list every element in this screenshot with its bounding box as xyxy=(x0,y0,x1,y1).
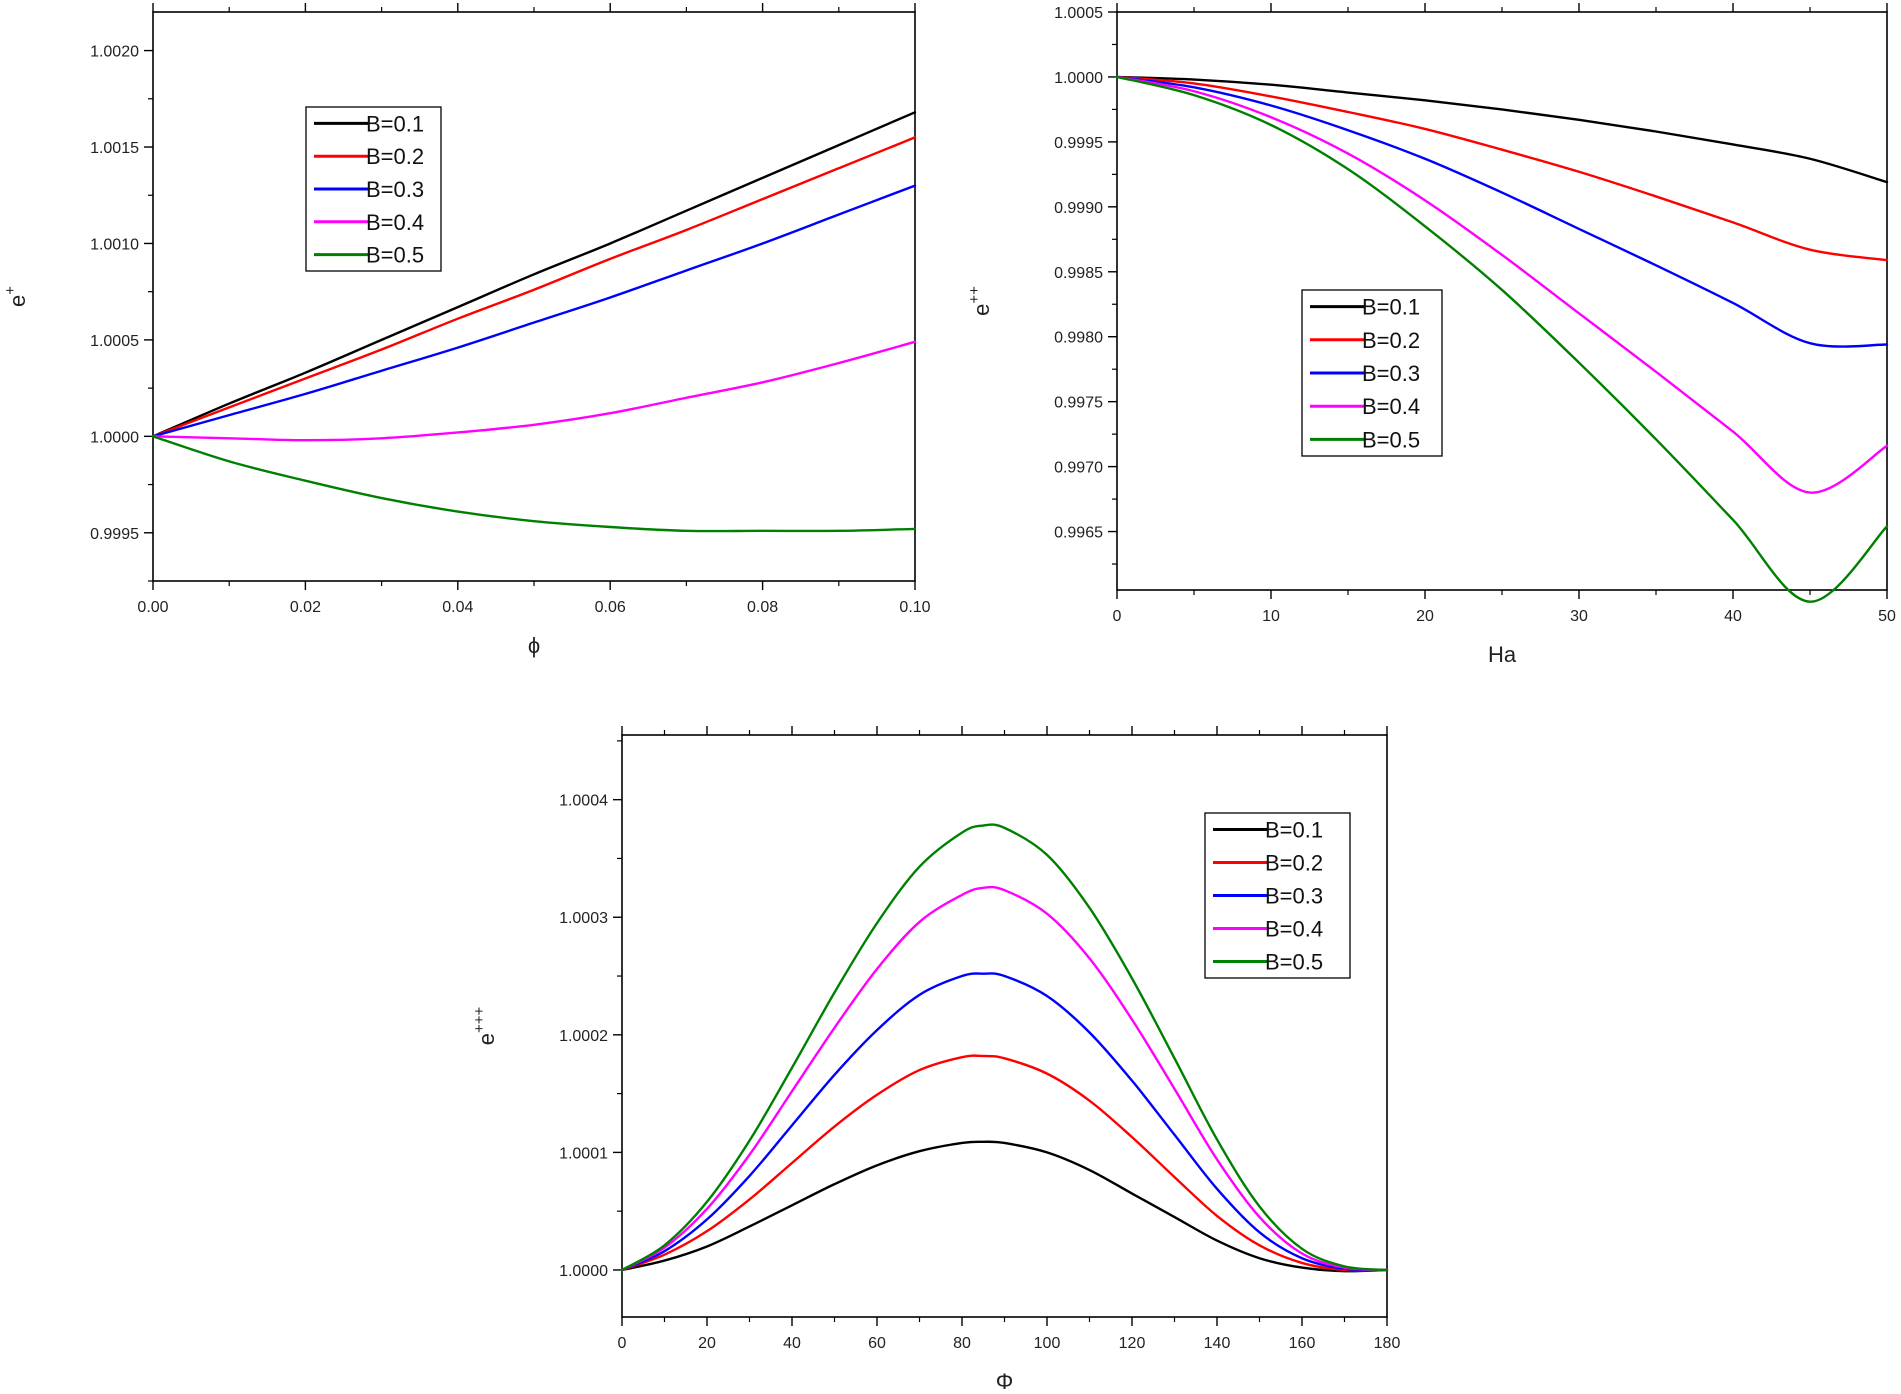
x-axis-label: ϕ xyxy=(528,633,540,658)
series-line-1 xyxy=(1115,75,1889,184)
legend: B=0.1 B=0.2 B=0.3 B=0.4 B=0.5 xyxy=(1204,812,1351,979)
x-axis-label: Ha xyxy=(1488,642,1517,667)
series-line-5 xyxy=(1115,75,1889,603)
x-tick-label: 80 xyxy=(953,1335,971,1352)
x-tick-label: 0.02 xyxy=(290,599,321,616)
x-tick-label: 40 xyxy=(1724,608,1742,625)
chart-panel-1: 0.00 0.02 0.04 0.06 0.08 0.10 0.9995 1.0000 1.00… xyxy=(2,3,931,658)
legend: B=0.1 B=0.2 B=0.3 B=0.4 B=0.5 xyxy=(305,106,442,272)
x-tick-label: 120 xyxy=(1119,1335,1146,1352)
x-tick-label: 10 xyxy=(1262,608,1280,625)
legend-entry-label: B=0.4 xyxy=(1265,917,1323,942)
series-line-4 xyxy=(1115,75,1889,494)
y-tick-label: 0.9965 xyxy=(1054,525,1103,542)
legend-entry-label: B=0.1 xyxy=(1362,295,1420,320)
legend-entry-label: B=0.4 xyxy=(366,210,424,235)
series-line-3 xyxy=(151,184,917,438)
y-tick-label: 1.0015 xyxy=(90,140,139,157)
legend-entry-label: B=0.3 xyxy=(1362,361,1420,386)
series-line-3 xyxy=(1115,75,1889,348)
series-line-3 xyxy=(620,972,1389,1272)
legend-entry-label: B=0.2 xyxy=(1265,851,1323,876)
y-tick-label: 0.9995 xyxy=(90,526,139,543)
y-tick-label: 1.0000 xyxy=(559,1263,608,1280)
series-line-2 xyxy=(620,1054,1389,1272)
series-line-2 xyxy=(151,136,917,438)
legend-entry-label: B=0.5 xyxy=(1362,427,1420,452)
y-axis-label-superscript: +++ xyxy=(471,1006,488,1033)
x-tick-label: 0 xyxy=(618,1335,627,1352)
y-tick-label: 1.0002 xyxy=(559,1028,608,1045)
x-tick-label: 180 xyxy=(1374,1335,1401,1352)
x-tick-label: 30 xyxy=(1570,608,1588,625)
y-tick-label: 1.0005 xyxy=(90,333,139,350)
series-line-4 xyxy=(620,885,1389,1272)
legend-entry-label: B=0.1 xyxy=(366,111,424,136)
y-tick-label: 0.9980 xyxy=(1054,330,1103,347)
y-tick-label: 0.9985 xyxy=(1054,265,1103,282)
y-axis-label-superscript: ++ xyxy=(966,286,983,304)
x-tick-label: 0 xyxy=(1113,608,1122,625)
legend: B=0.1 B=0.2 B=0.3 B=0.4 B=0.5 xyxy=(1301,289,1443,457)
y-tick-label: 1.0010 xyxy=(90,236,139,253)
chart-panels: 0.00 0.02 0.04 0.06 0.08 0.10 0.9995 1.0000 1.00… xyxy=(2,3,1896,1394)
legend-entry-label: B=0.5 xyxy=(1265,950,1323,975)
series-line-2 xyxy=(1115,75,1889,262)
x-tick-label: 50 xyxy=(1878,608,1896,625)
legend-entry-label: B=0.1 xyxy=(1265,818,1323,843)
series-line-5 xyxy=(620,823,1389,1272)
series-line-1 xyxy=(151,111,917,438)
x-tick-label: 0.00 xyxy=(137,599,168,616)
series-line-5 xyxy=(151,435,917,533)
y-tick-label: 1.0000 xyxy=(90,429,139,446)
x-tick-label: 20 xyxy=(1416,608,1434,625)
legend-entry-label: B=0.2 xyxy=(366,144,424,169)
x-tick-label: 60 xyxy=(868,1335,886,1352)
y-tick-label: 0.9995 xyxy=(1054,135,1103,152)
y-tick-label: 1.0020 xyxy=(90,44,139,61)
x-tick-label: 140 xyxy=(1204,1335,1231,1352)
y-tick-label: 0.9975 xyxy=(1054,395,1103,412)
legend-entry-label: B=0.3 xyxy=(366,177,424,202)
chart-panel-3: 0 20 40 60 80 100 120 140 160 180 1.0000 1.0001 1.00… xyxy=(471,726,1400,1394)
chart-panel-2: 0 10 20 30 40 50 0.9965 0.9970 0.9975 0.9980 0.998… xyxy=(966,3,1896,667)
y-tick-label: 1.0004 xyxy=(559,793,608,810)
y-tick-label: 0.9970 xyxy=(1054,460,1103,477)
x-tick-label: 160 xyxy=(1289,1335,1316,1352)
series-line-1 xyxy=(620,1140,1389,1273)
x-tick-label: 100 xyxy=(1034,1335,1061,1352)
series-line-4 xyxy=(151,340,917,442)
y-axis-label-superscript: + xyxy=(2,286,19,295)
x-tick-label: 0.04 xyxy=(442,599,473,616)
legend-entry-label: B=0.2 xyxy=(1362,328,1420,353)
x-axis-label: Φ xyxy=(996,1369,1014,1394)
x-tick-label: 0.10 xyxy=(899,599,930,616)
y-tick-label: 0.9990 xyxy=(1054,200,1103,217)
y-tick-label: 1.0003 xyxy=(559,910,608,927)
y-tick-label: 1.0005 xyxy=(1054,5,1103,22)
x-tick-label: 20 xyxy=(698,1335,716,1352)
y-tick-label: 1.0001 xyxy=(559,1145,608,1162)
x-tick-label: 0.06 xyxy=(595,599,626,616)
y-tick-label: 1.0000 xyxy=(1054,70,1103,87)
legend-entry-label: B=0.3 xyxy=(1265,884,1323,909)
legend-entry-label: B=0.5 xyxy=(366,243,424,268)
x-tick-label: 40 xyxy=(783,1335,801,1352)
legend-entry-label: B=0.4 xyxy=(1362,394,1420,419)
x-tick-label: 0.08 xyxy=(747,599,778,616)
